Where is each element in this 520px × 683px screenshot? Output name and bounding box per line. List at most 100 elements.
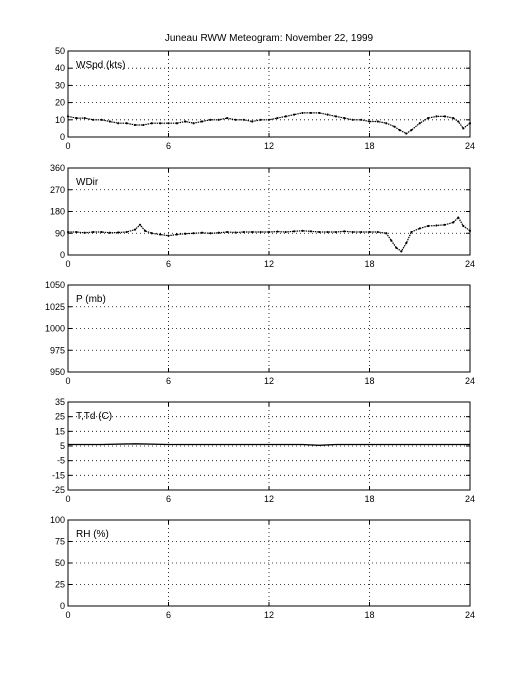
- y-tick-label: 270: [50, 185, 65, 195]
- data-point: [435, 224, 438, 227]
- data-point: [385, 122, 388, 125]
- data-point: [108, 120, 111, 123]
- data-point: [398, 129, 401, 132]
- data-point: [293, 230, 296, 233]
- data-point: [309, 111, 312, 115]
- data-point: [351, 230, 354, 234]
- x-tick-label: 18: [364, 141, 374, 151]
- y-tick-label: 0: [60, 601, 65, 611]
- data-point: [309, 230, 312, 233]
- panel-3: 0 6 12 18 24 950 975 1000 1025 1050 P (mb): [45, 280, 475, 386]
- data-point: [242, 230, 245, 234]
- panel-label: P (mb): [76, 294, 106, 305]
- y-tick-label: 30: [55, 80, 65, 90]
- y-tick-label: 50: [55, 46, 65, 56]
- y-tick-label: 950: [50, 367, 65, 377]
- data-point: [457, 216, 460, 219]
- data-point: [184, 232, 187, 235]
- data-point: [385, 232, 388, 235]
- data-point: [360, 230, 363, 234]
- panel-2: 0 6 12 18 24 0 90 180 270 360 WDir: [50, 163, 475, 269]
- data-point: [217, 231, 220, 234]
- y-tick-label: 975: [50, 345, 65, 355]
- panel-label: WSpd (kts): [76, 60, 125, 71]
- figure-title: Juneau RWW Meteogram: November 22, 1999: [165, 33, 374, 44]
- panel-1: 0 6 12 18 24 0 10 20 30 40 50 WSpd (kts): [55, 46, 475, 151]
- data-point: [276, 116, 279, 120]
- x-tick-label: 6: [166, 259, 171, 269]
- data-point: [418, 122, 421, 125]
- panel-5: 0 6 12 18 24 0 25 50 75 100 RH (%): [50, 515, 475, 620]
- panel-4: 0 6 12 18 24 -25 -15 -5 5 15 25 35 T,Td (C): [52, 397, 475, 504]
- data-point: [92, 118, 95, 121]
- data-point: [138, 223, 142, 226]
- y-tick-label: 25: [55, 580, 65, 590]
- data-point: [343, 116, 346, 120]
- data-point: [468, 229, 472, 232]
- data-point: [462, 127, 465, 130]
- data-point: [259, 118, 262, 121]
- data-point: [167, 122, 170, 125]
- y-tick-label: -25: [52, 485, 65, 495]
- panel-label: RH (%): [76, 529, 109, 540]
- data-point: [400, 250, 403, 253]
- y-tick-label: 15: [55, 426, 65, 436]
- data-point: [66, 115, 70, 118]
- data-point: [301, 111, 304, 115]
- data-point: [267, 230, 271, 234]
- data-point: [200, 120, 204, 123]
- x-tick-label: 18: [364, 376, 374, 386]
- x-tick-label: 6: [166, 610, 171, 620]
- data-point: [427, 224, 430, 228]
- data-point: [443, 115, 446, 118]
- y-tick-label: 35: [55, 397, 65, 407]
- data-point: [368, 230, 371, 234]
- y-tick-label: 0: [60, 132, 65, 142]
- data-point: [410, 230, 413, 234]
- y-tick-label: 5: [60, 441, 65, 451]
- x-tick-label: 12: [264, 376, 274, 386]
- data-point: [443, 223, 446, 226]
- x-tick-label: 0: [65, 610, 70, 620]
- data-point: [284, 115, 287, 118]
- x-tick-label: 0: [65, 141, 70, 151]
- data-point: [209, 232, 212, 235]
- data-point: [234, 231, 237, 234]
- y-tick-label: 50: [55, 558, 65, 568]
- data-point: [66, 230, 70, 234]
- data-point: [150, 232, 153, 235]
- y-tick-label: 90: [55, 228, 65, 238]
- x-tick-label: 12: [264, 494, 274, 504]
- data-point: [251, 120, 254, 123]
- data-point: [83, 231, 86, 234]
- y-tick-label: 1025: [45, 302, 65, 312]
- data-point: [326, 230, 329, 234]
- data-point: [376, 120, 379, 123]
- data-point: [83, 116, 86, 120]
- data-point: [457, 120, 460, 123]
- data-point: [334, 230, 338, 234]
- data-point: [143, 229, 147, 232]
- data-point: [259, 230, 262, 234]
- data-point: [462, 224, 465, 228]
- data-point: [100, 230, 103, 234]
- y-tick-label: 0: [60, 250, 65, 260]
- data-point: [468, 122, 472, 125]
- data-point: [427, 116, 430, 120]
- data-point: [393, 125, 396, 128]
- data-point: [395, 246, 398, 249]
- x-tick-label: 18: [364, 259, 374, 269]
- data-point: [405, 132, 408, 135]
- data-point: [133, 123, 137, 127]
- x-tick-label: 0: [65, 259, 70, 269]
- data-point: [175, 233, 178, 236]
- x-tick-label: 12: [264, 141, 274, 151]
- x-tick-label: 18: [364, 610, 374, 620]
- y-tick-label: 20: [55, 98, 65, 108]
- data-point: [142, 123, 145, 127]
- data-point: [159, 233, 162, 236]
- x-tick-label: 24: [465, 376, 475, 386]
- data-point: [251, 230, 254, 234]
- data-point: [159, 122, 162, 125]
